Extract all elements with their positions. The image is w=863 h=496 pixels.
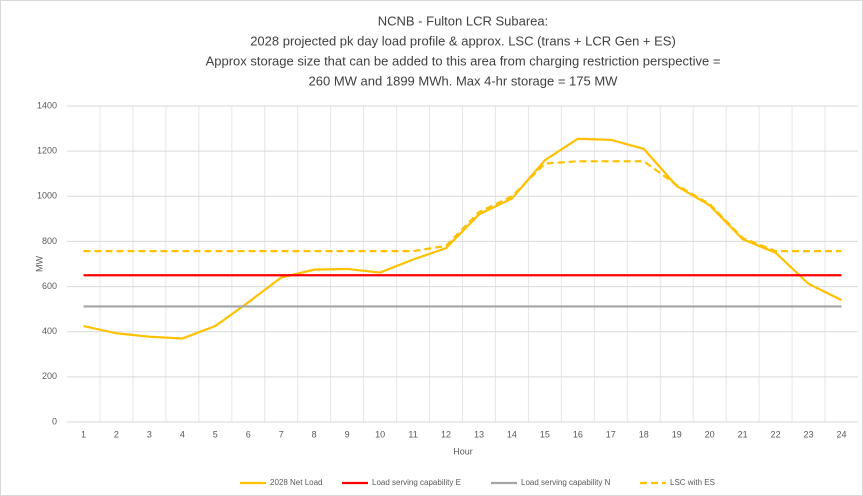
x-tick-label: 12 bbox=[441, 429, 451, 439]
x-tick-label: 1 bbox=[81, 429, 86, 439]
x-tick-label: 7 bbox=[279, 429, 284, 439]
chart-title: 2028 projected pk day load profile & app… bbox=[250, 33, 676, 48]
x-tick-label: 3 bbox=[147, 429, 152, 439]
x-tick-label: 4 bbox=[180, 429, 185, 439]
x-tick-label: 6 bbox=[246, 429, 251, 439]
x-tick-label: 18 bbox=[639, 429, 649, 439]
legend-label: LSC with ES bbox=[670, 478, 715, 487]
x-tick-label: 16 bbox=[573, 429, 583, 439]
series-line bbox=[83, 160, 842, 253]
x-tick-label: 23 bbox=[804, 429, 814, 439]
x-tick-label: 22 bbox=[771, 429, 781, 439]
chart-title: Approx storage size that can be added to… bbox=[206, 53, 721, 68]
x-tick-label: 5 bbox=[213, 429, 218, 439]
chart-title: NCNB - Fulton LCR Subarea: bbox=[378, 13, 549, 28]
y-tick-label: 600 bbox=[42, 281, 57, 291]
y-tick-label: 0 bbox=[52, 416, 57, 426]
x-tick-label: 14 bbox=[507, 429, 517, 439]
y-axis-label: MW bbox=[34, 256, 44, 272]
y-tick-label: 800 bbox=[42, 236, 57, 246]
x-tick-label: 2 bbox=[114, 429, 119, 439]
legend-label: 2028 Net Load bbox=[270, 478, 323, 487]
x-tick-label: 11 bbox=[408, 429, 417, 439]
y-tick-label: 400 bbox=[42, 326, 57, 336]
x-tick-label: 8 bbox=[312, 429, 317, 439]
x-tick-label: 19 bbox=[672, 429, 682, 439]
x-tick-label: 9 bbox=[345, 429, 350, 439]
x-tick-label: 15 bbox=[540, 429, 550, 439]
legend-label: Load serving capability E bbox=[372, 478, 461, 487]
x-tick-label: 21 bbox=[738, 429, 748, 439]
x-tick-label: 17 bbox=[606, 429, 616, 439]
y-tick-label: 1000 bbox=[37, 191, 57, 201]
x-tick-label: 24 bbox=[837, 429, 847, 439]
chart-title: 260 MW and 1899 MWh. Max 4-hr storage = … bbox=[309, 73, 619, 88]
x-tick-label: 13 bbox=[474, 429, 484, 439]
y-tick-label: 1400 bbox=[37, 100, 57, 110]
y-tick-label: 1200 bbox=[37, 146, 57, 156]
x-axis-label: Hour bbox=[453, 446, 473, 456]
legend-label: Load serving capability N bbox=[521, 478, 611, 487]
x-tick-label: 10 bbox=[375, 429, 385, 439]
y-tick-label: 200 bbox=[42, 371, 57, 381]
x-tick-label: 20 bbox=[705, 429, 715, 439]
series-line bbox=[83, 137, 843, 340]
